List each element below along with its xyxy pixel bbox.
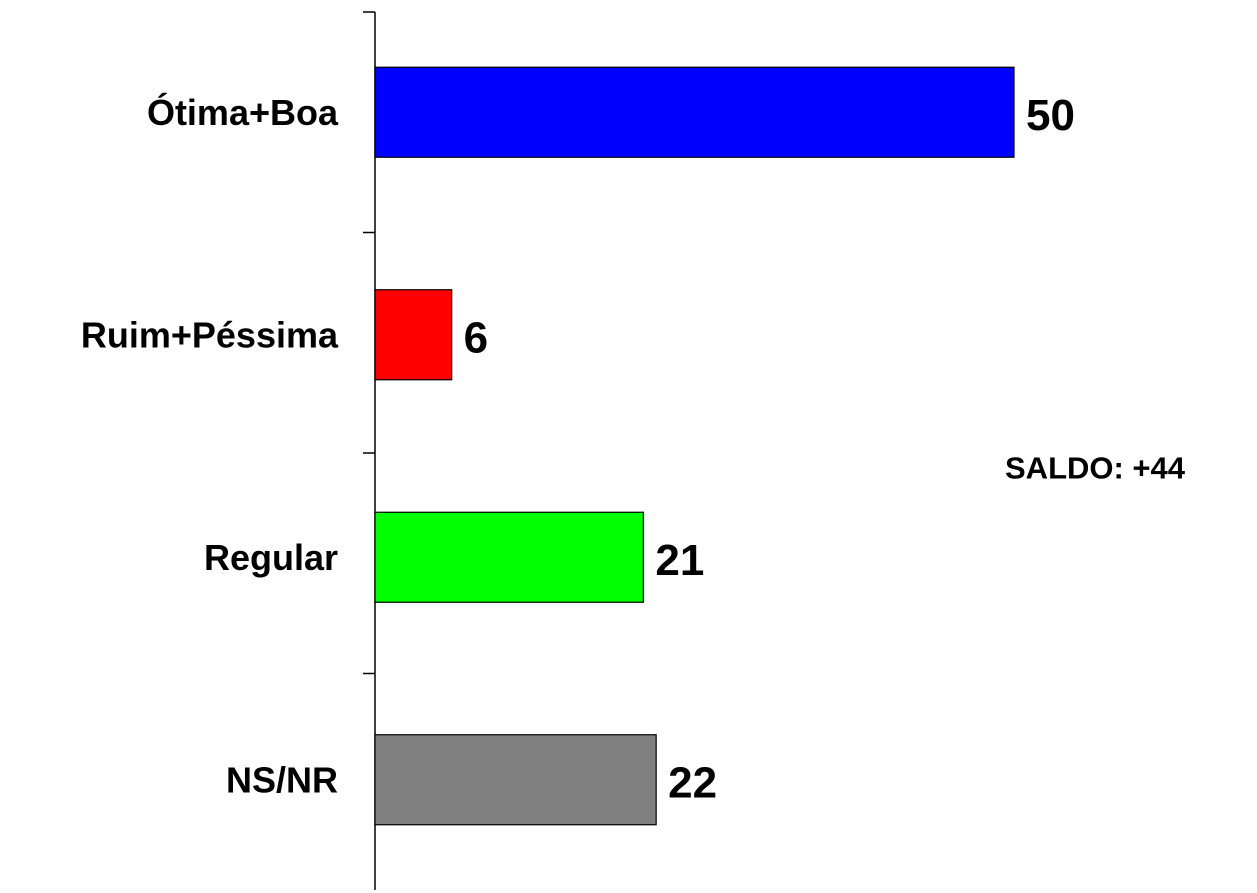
category-label: NS/NR (226, 759, 338, 800)
value-label: 6 (464, 313, 488, 362)
category-label: Ótima+Boa (147, 91, 339, 133)
value-label: 50 (1026, 91, 1075, 140)
bar (374, 734, 657, 826)
value-label: 21 (655, 536, 704, 585)
bar (374, 511, 644, 603)
bar (374, 66, 1015, 158)
value-label: 22 (668, 758, 717, 807)
category-label: Ruim+Péssima (81, 314, 339, 355)
bar (374, 289, 453, 381)
category-label: Regular (204, 537, 338, 578)
annotation: SALDO: +44 (1005, 451, 1186, 486)
